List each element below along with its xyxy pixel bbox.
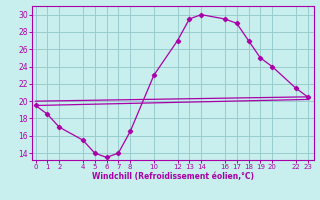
X-axis label: Windchill (Refroidissement éolien,°C): Windchill (Refroidissement éolien,°C) [92, 172, 254, 181]
